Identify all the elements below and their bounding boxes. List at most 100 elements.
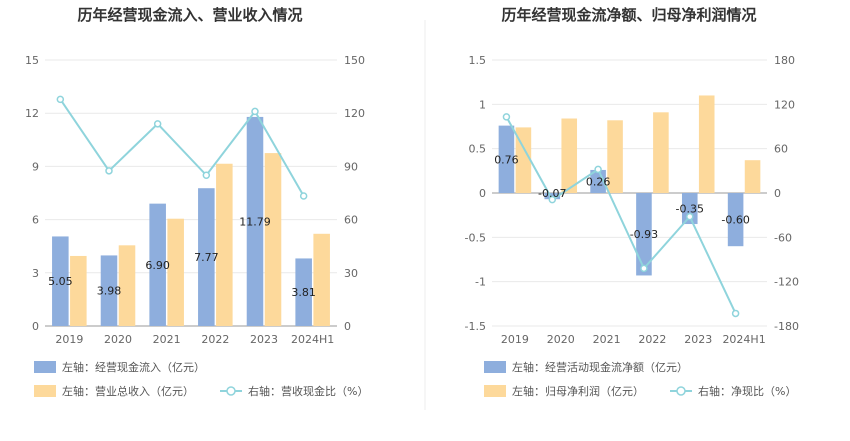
x-tick-label: 2020 [104,333,132,346]
right-tick-label: 30 [344,267,358,280]
chart-title: 历年经营现金流入、营业收入情况 [77,6,302,24]
legend-label: 左轴：营业总收入（亿元） [62,384,194,398]
ratio-point [105,167,113,175]
left-tick-label: 0 [479,187,486,200]
bar-2 [653,112,669,193]
legend-label: 右轴：营收现金比（%） [248,384,368,398]
left-tick-label: 1.5 [469,54,487,67]
x-tick-label: 2023 [250,333,278,346]
ratio-point [640,264,648,273]
bar-1 [727,193,744,247]
left-tick-label: -1.5 [465,320,486,333]
legend-swatch [484,385,506,397]
bar-1 [198,188,215,326]
data-label: -0.93 [630,228,658,241]
right-tick-label: 150 [344,54,365,67]
bar-2 [70,255,87,326]
right-tick-label: 180 [774,54,795,67]
data-label: 0.76 [494,153,519,166]
left-tick-label: -1 [475,276,486,289]
ratio-point [153,120,162,128]
left-tick-label: 15 [25,54,39,67]
ratio-line [505,116,737,314]
right-tick-label: -120 [774,276,799,289]
data-label: -0.35 [676,203,704,216]
ratio-point [251,107,259,116]
ratio-point [594,165,602,174]
ratio-line [59,98,305,197]
legend-label: 左轴：归母净利润（亿元） [512,384,644,398]
ratio-point [502,113,511,121]
legend-marker [226,386,236,396]
bar-2 [698,95,715,193]
x-tick-label: 2019 [55,333,83,346]
legend-label: 左轴：经营现金流入（亿元） [62,360,205,374]
bar-2 [744,160,761,193]
left-tick-label: 3 [32,267,39,280]
bar-1 [100,255,118,326]
bar-1 [681,193,698,225]
bar-2 [264,153,282,326]
bar-1 [498,125,515,193]
data-label: 7.77 [194,251,219,264]
left-tick-label: 1 [479,98,486,111]
data-label: -0.07 [538,187,566,200]
bar-1 [295,258,312,326]
bar-2 [313,233,330,326]
legend-swatch [34,385,56,397]
chart-1: 历年经营现金流入、营业收入情况0369121503060901201502019… [25,6,368,398]
data-label: 0.26 [586,175,611,188]
bar-2 [607,120,623,193]
legend-label: 左轴：经营活动现金流净额（亿元） [512,360,688,374]
right-tick-label: 0 [774,187,781,200]
bar-2 [216,163,233,326]
right-tick-label: 60 [774,143,788,156]
ratio-point [299,192,308,200]
bar-2 [561,118,578,193]
bar-1 [149,203,166,326]
x-tick-label: 2024H1 [722,333,765,346]
x-tick-label: 2024H1 [291,333,334,346]
bar-2 [118,245,136,326]
chart-title: 历年经营现金流净额、归母净利润情况 [501,6,756,24]
left-tick-label: -0.5 [465,231,486,244]
right-tick-label: 90 [344,160,358,173]
legend-swatch [484,361,506,373]
bar-1 [636,193,652,276]
left-tick-label: 0 [32,320,39,333]
data-label: -0.60 [721,214,749,227]
legend-label: 右轴：净现比（%） [698,384,796,398]
x-tick-label: 2021 [153,333,181,346]
x-tick-label: 2022 [638,333,666,346]
right-tick-label: 120 [344,107,365,120]
data-label: 6.90 [145,259,170,272]
left-tick-label: 12 [25,107,39,120]
bar-2 [167,218,184,326]
left-tick-label: 6 [32,214,39,227]
right-tick-label: 60 [344,214,358,227]
right-tick-label: -60 [774,231,792,244]
bar-1 [52,236,69,326]
data-label: 3.81 [291,286,316,299]
x-tick-label: 2023 [684,333,712,346]
left-tick-label: 9 [32,160,39,173]
x-tick-label: 2022 [201,333,229,346]
left-tick-label: 0.5 [469,143,487,156]
ratio-point [548,195,557,204]
x-tick-label: 2019 [501,333,529,346]
right-tick-label: -180 [774,320,799,333]
bar-1 [246,116,264,326]
data-label: 5.05 [48,275,73,288]
x-tick-label: 2021 [593,333,621,346]
x-tick-label: 2020 [547,333,575,346]
chart-2: 历年经营现金流净额、归母净利润情况 -1.5 -1 -0.5 0 0.5 1 1.5 -180 -… [465,6,799,398]
data-label: 11.79 [239,215,271,228]
ratio-point [731,309,740,318]
data-label: 3.98 [97,285,122,298]
ratio-point [686,212,694,221]
bar-2 [515,127,532,193]
ratio-point [202,171,211,180]
right-tick-label: 0 [344,320,351,333]
ratio-point [56,95,65,104]
